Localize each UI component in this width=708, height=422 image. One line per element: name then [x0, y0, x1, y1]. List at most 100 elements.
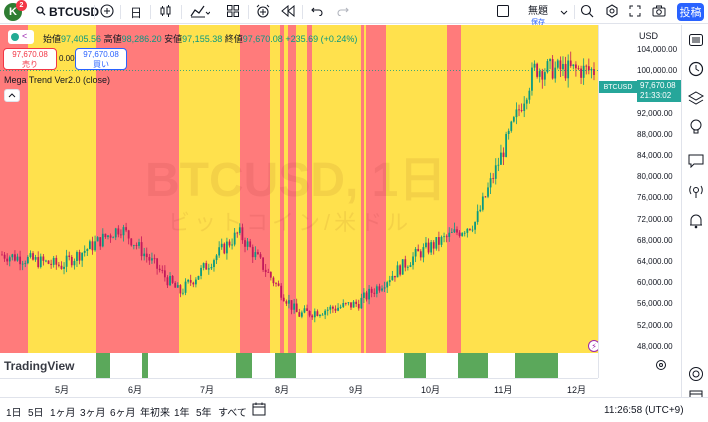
candle-body — [443, 236, 445, 238]
candle-body — [463, 232, 466, 234]
tradingview-logo[interactable]: TradingView — [4, 359, 75, 373]
candle-body — [549, 59, 551, 62]
price-axis[interactable]: USD 104,000.00100,000.0096,000.0092,000.… — [598, 25, 681, 378]
ideas-button[interactable] — [685, 118, 707, 140]
undo-button[interactable] — [308, 0, 326, 24]
settings-button[interactable] — [603, 0, 621, 24]
candle-body — [282, 297, 285, 302]
notification-badge: 2 — [16, 0, 27, 11]
chart-pane[interactable]: BTCUSD, 1日 ビットコイン/米ドル — [0, 25, 598, 353]
candle-body — [210, 267, 213, 269]
redo-button[interactable] — [334, 0, 352, 24]
trend-zone-bull — [461, 25, 598, 353]
layers-icon — [687, 90, 705, 110]
chevron-down-icon — [560, 5, 568, 19]
buy-button[interactable]: 97,670.08 買い — [75, 48, 127, 70]
candle-style-button[interactable] — [157, 0, 175, 24]
candle-body — [57, 264, 60, 266]
indicators-button[interactable] — [187, 0, 213, 24]
replay-button[interactable] — [279, 0, 297, 24]
time-axis[interactable]: 5月 6月 7月 8月 9月 10月 11月 12月 — [0, 378, 598, 397]
candle-body — [580, 68, 582, 78]
compare-add-button[interactable] — [98, 0, 116, 24]
candle-body — [145, 253, 148, 258]
candle-body — [313, 311, 316, 318]
range-button[interactable]: 5年 — [196, 408, 212, 419]
candle-body — [344, 303, 347, 304]
broadcast-icon — [687, 183, 705, 204]
range-button[interactable]: 3ヶ月 — [80, 408, 106, 419]
clock-icon — [688, 61, 704, 82]
symbol-search-button[interactable]: BTCUSD — [36, 0, 99, 24]
candle-body — [63, 266, 65, 269]
candle-body — [386, 282, 389, 288]
candle-body — [456, 229, 458, 233]
candle-body — [202, 263, 205, 268]
snapshot-button[interactable] — [650, 0, 668, 24]
indicators-icon — [190, 4, 211, 21]
candle-body — [125, 227, 127, 231]
candle-body — [321, 314, 324, 316]
candle-body — [474, 221, 476, 230]
candle-body — [409, 265, 412, 267]
candle-body — [500, 152, 502, 165]
range-button[interactable]: 年初来 — [140, 408, 170, 419]
menu-button[interactable] — [685, 31, 707, 53]
layout-name-button[interactable]: 無題 保存 — [522, 2, 554, 27]
layers-button[interactable] — [685, 89, 707, 111]
candle-body — [326, 309, 329, 311]
range-button[interactable]: 5日 — [28, 408, 44, 419]
publish-button[interactable]: 投稿 — [677, 3, 704, 21]
range-button[interactable]: すべて — [218, 408, 247, 419]
layout-menu-button[interactable] — [557, 0, 571, 24]
trend-zone-bear — [447, 25, 461, 353]
candle-body — [422, 247, 425, 258]
candle-body — [179, 285, 182, 294]
alert-button[interactable] — [254, 0, 272, 24]
candle-body — [52, 257, 55, 265]
chat-button[interactable] — [685, 152, 707, 174]
price-tick: 92,000.00 — [637, 108, 673, 118]
currency-label[interactable]: USD — [639, 31, 659, 41]
candle-body — [554, 67, 557, 79]
notifications-button[interactable] — [685, 212, 707, 234]
last-symbol-tag: BTCUSD — [599, 81, 637, 93]
candle-body — [399, 265, 402, 275]
candle-body — [582, 65, 585, 78]
candle-body — [577, 68, 580, 70]
candle-body — [458, 232, 461, 236]
candle-body — [275, 283, 277, 284]
templates-button[interactable] — [224, 0, 242, 24]
range-button[interactable]: 1ヶ月 — [50, 408, 76, 419]
rewind-icon — [281, 4, 295, 20]
target-button[interactable] — [685, 365, 707, 387]
range-button[interactable]: 6ヶ月 — [110, 408, 136, 419]
candle-body — [55, 257, 58, 265]
streams-button[interactable] — [685, 182, 707, 204]
candle-body — [174, 282, 177, 288]
sell-button[interactable]: 97,670.08 売り — [3, 48, 57, 70]
interval-button[interactable]: 日 — [129, 5, 142, 20]
candle-body — [425, 242, 427, 248]
candle-body — [122, 227, 125, 236]
lightbulb-icon — [689, 119, 703, 140]
candle-body — [200, 267, 202, 276]
goto-date-button[interactable] — [252, 402, 266, 419]
layout-select-button[interactable] — [494, 0, 512, 24]
range-button[interactable]: 1年 — [174, 408, 190, 419]
candle-body — [497, 164, 500, 166]
candle-body — [381, 288, 383, 291]
axis-settings-button[interactable] — [655, 358, 667, 376]
user-avatar[interactable]: K 2 — [4, 0, 27, 21]
time-tick: 6月 — [128, 385, 143, 395]
candle-body — [288, 300, 290, 304]
timezone-clock[interactable]: 11:26:58 (UTC+9) — [604, 405, 684, 416]
quick-search-button[interactable] — [578, 0, 596, 24]
candle-body — [163, 270, 166, 278]
candle-body — [226, 241, 228, 254]
range-button[interactable]: 1日 — [6, 408, 22, 419]
fullscreen-button[interactable] — [626, 0, 644, 24]
indicator-subpane[interactable]: TradingView — [0, 353, 598, 378]
gear-icon — [655, 358, 667, 375]
alerts-button[interactable] — [685, 60, 707, 82]
